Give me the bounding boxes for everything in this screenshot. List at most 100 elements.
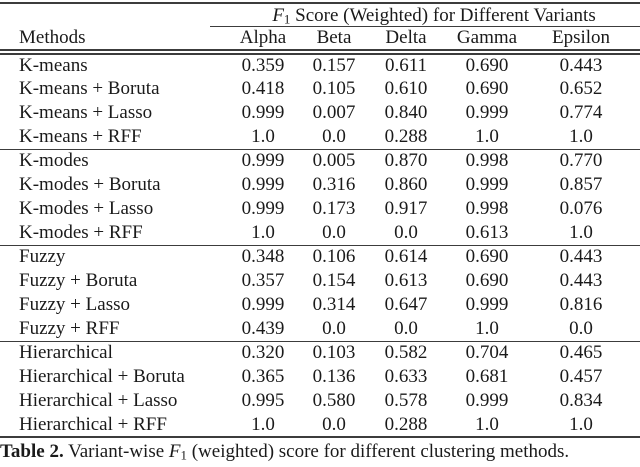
table-row: K-modes + Boruta 0.999 0.316 0.860 0.999… <box>0 173 640 197</box>
table-row: K-means + Lasso 0.999 0.007 0.840 0.999 … <box>0 101 640 125</box>
cell: 0.359 <box>241 55 285 76</box>
cell: 0.999 <box>465 294 509 315</box>
table-caption: Table 2. Variant-wise F1 (weighted) scor… <box>0 441 640 462</box>
cell: 0.0 <box>569 317 593 339</box>
method-label: K-modes + Lasso <box>19 198 154 219</box>
cell: 0.998 <box>442 148 532 173</box>
cell: 0.443 <box>532 244 640 269</box>
cell: 0.443 <box>559 270 603 291</box>
f1-symbol: F <box>168 441 181 462</box>
cell: 0.998 <box>465 198 509 219</box>
table-row: Fuzzy + RFF 0.439 0.0 0.0 1.0 0.0 <box>0 317 640 341</box>
cell: 0.834 <box>559 390 603 411</box>
cell: 0.610 <box>384 78 428 99</box>
cell: 0.103 <box>298 340 370 365</box>
cell: 0.320 <box>228 340 298 365</box>
cell: 1.0 <box>251 125 275 147</box>
cell: 0.870 <box>370 148 442 173</box>
cell: 0.578 <box>384 390 428 411</box>
section-fuzzy: Fuzzy 0.348 0.106 0.614 0.690 0.443 Fuzz… <box>0 244 640 341</box>
cell: 0.999 <box>465 102 509 123</box>
cell: 0.999 <box>228 148 298 173</box>
caption-text-pre: Variant-wise <box>63 441 169 462</box>
method-label: Hierarchical + RFF <box>19 413 167 435</box>
cell: 0.690 <box>465 55 509 76</box>
cell: 0.647 <box>384 294 428 315</box>
cell: 0.457 <box>559 366 603 387</box>
cell: 0.613 <box>384 270 428 291</box>
section-kmeans: K-means 0.359 0.157 0.611 0.690 0.443 K-… <box>0 52 640 149</box>
cell: 0.999 <box>465 390 509 411</box>
section-kmodes: K-modes 0.999 0.005 0.870 0.998 0.770 K-… <box>0 148 640 245</box>
table-row: K-modes + Lasso 0.999 0.173 0.917 0.998 … <box>0 197 640 221</box>
cell: 0.690 <box>465 270 509 291</box>
method-label: Fuzzy <box>0 244 228 269</box>
caption-text-post: (weighted) score for different clusterin… <box>186 441 570 462</box>
cell: 0.154 <box>312 270 356 291</box>
cell: 0.439 <box>241 317 285 339</box>
f1-symbol: F <box>272 4 284 26</box>
method-label: K-modes + Boruta <box>19 174 161 195</box>
cell: 1.0 <box>475 317 499 339</box>
column-header-delta: Delta <box>370 27 442 55</box>
cell: 1.0 <box>475 413 499 435</box>
method-label: Fuzzy + Lasso <box>19 294 130 315</box>
cell: 0.0 <box>322 125 346 147</box>
span-header-text: Score (Weighted) for Different Variants <box>290 4 596 26</box>
method-label: K-means + RFF <box>19 125 142 147</box>
cell: 0.076 <box>559 198 603 219</box>
table-row: K-modes 0.999 0.005 0.870 0.998 0.770 <box>0 148 640 173</box>
cell: 0.995 <box>241 390 285 411</box>
table-row: K-means + RFF 1.0 0.0 0.288 1.0 1.0 <box>0 125 640 149</box>
cell: 0.860 <box>384 174 428 195</box>
column-header-row: Methods Alpha Beta Delta Gamma Epsilon <box>0 27 640 55</box>
cell: 0.465 <box>532 340 640 365</box>
cell: 0.690 <box>442 244 532 269</box>
cell: 0.316 <box>312 174 356 195</box>
cell: 0.857 <box>559 174 603 195</box>
cell: 1.0 <box>251 413 275 435</box>
method-label: Hierarchical <box>0 340 228 365</box>
table-row: Fuzzy + Lasso 0.999 0.314 0.647 0.999 0.… <box>0 293 640 317</box>
cell: 0.681 <box>465 366 509 387</box>
f1-subscript: 1 <box>180 447 187 463</box>
cell: 0.999 <box>241 294 285 315</box>
cell: 0.840 <box>384 102 428 123</box>
method-label: Hierarchical + Lasso <box>19 390 178 411</box>
cell: 1.0 <box>569 413 593 435</box>
column-header-beta: Beta <box>298 27 370 55</box>
cell: 0.0 <box>322 413 346 435</box>
cell: 0.816 <box>559 294 603 315</box>
column-header-gamma: Gamma <box>442 27 532 55</box>
method-label: K-means <box>19 55 88 76</box>
cell: 0.999 <box>241 174 285 195</box>
cell: 0.005 <box>298 148 370 173</box>
table-row: Hierarchical 0.320 0.103 0.582 0.704 0.4… <box>0 340 640 365</box>
method-label: Fuzzy + Boruta <box>19 270 138 291</box>
cell: 0.157 <box>312 55 356 76</box>
cell: 1.0 <box>475 125 499 147</box>
cell: 0.288 <box>384 125 428 147</box>
table-span-header: F1 Score (Weighted) for Different Varian… <box>209 3 640 27</box>
method-label: K-modes <box>0 148 228 173</box>
cell: 0.357 <box>241 270 285 291</box>
cell: 0.314 <box>312 294 356 315</box>
method-label: Fuzzy + RFF <box>19 317 120 339</box>
cell: 0.704 <box>442 340 532 365</box>
cell: 0.106 <box>298 244 370 269</box>
method-label: Hierarchical + Boruta <box>19 366 185 387</box>
table-row: Hierarchical + Lasso 0.995 0.580 0.578 0… <box>0 389 640 413</box>
cell: 0.418 <box>241 78 285 99</box>
span-header-row: F1 Score (Weighted) for Different Varian… <box>0 3 640 27</box>
table-row: K-means + Boruta 0.418 0.105 0.610 0.690… <box>0 77 640 101</box>
cell: 0.999 <box>465 174 509 195</box>
cell: 0.0 <box>322 317 346 339</box>
cell: 1.0 <box>251 221 275 243</box>
cell: 0.580 <box>312 390 356 411</box>
cell: 0.007 <box>312 102 356 123</box>
cell: 0.770 <box>532 148 640 173</box>
cell: 0.917 <box>384 198 428 219</box>
cell: 0.443 <box>559 55 603 76</box>
section-hierarchical: Hierarchical 0.320 0.103 0.582 0.704 0.4… <box>0 340 640 437</box>
cell: 0.614 <box>370 244 442 269</box>
